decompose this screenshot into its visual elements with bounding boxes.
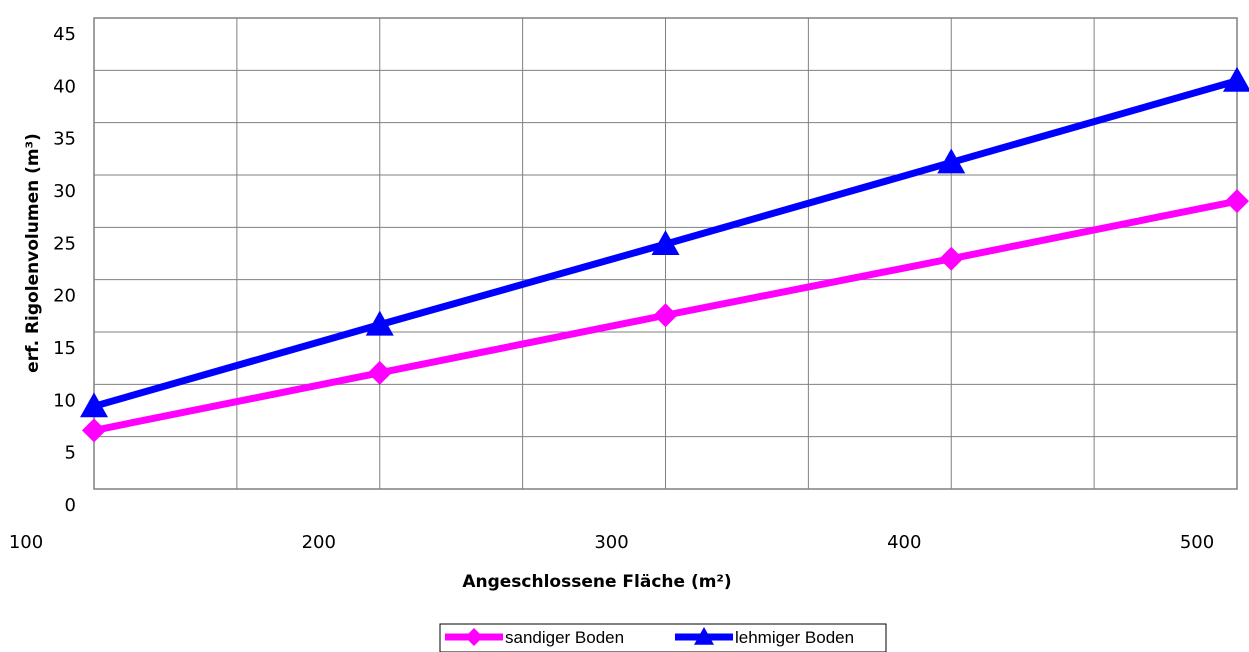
y-axis-tick-labels: 0 5 10 15 20 25 30 35 40 45 [53,24,76,516]
y-tick-label: 25 [53,233,76,254]
y-tick-label: 35 [53,129,76,150]
data-point-diamond [1225,189,1249,214]
x-axis-title: Angeschlossene Fläche (m²) [462,572,731,592]
legend-marker-diamond [465,628,483,646]
y-tick-label: 20 [53,286,76,307]
y-tick-label: 0 [65,495,76,516]
x-tick-label: 100 [9,532,43,553]
x-tick-label: 200 [302,532,336,553]
data-point-diamond [653,303,678,328]
data-point-triangle [80,392,108,418]
legend-box [439,623,887,652]
plot-area-frame [93,17,1238,490]
series-sandiger-boden [82,189,1249,443]
data-point-triangle [937,148,966,174]
legend-label: lehmiger Boden [735,628,854,647]
legend: sandiger Boden lehmiger Boden [439,623,887,652]
y-tick-label: 30 [53,181,76,202]
x-tick-label: 300 [594,532,628,553]
data-point-diamond [939,246,964,271]
y-tick-label: 10 [53,390,76,411]
y-axis-title: erf. Rigolenvolumen (m³) [23,133,43,373]
y-tick-label: 40 [53,76,76,97]
x-axis-tick-labels: 100 200 300 400 500 [9,532,1214,553]
data-point-diamond [82,418,106,443]
y-tick-label: 45 [53,24,76,45]
data-point-triangle [1223,66,1249,92]
x-tick-label: 500 [1180,532,1214,553]
legend-label: sandiger Boden [505,628,624,647]
data-series [80,66,1249,443]
legend-marker-triangle [694,627,714,645]
series-lehmiger-boden [80,66,1249,418]
data-point-diamond [367,360,392,385]
data-point-triangle [365,310,394,336]
y-tick-label: 5 [65,443,76,464]
data-point-triangle [651,230,680,255]
y-tick-label: 15 [53,338,76,359]
x-tick-label: 400 [887,532,921,553]
